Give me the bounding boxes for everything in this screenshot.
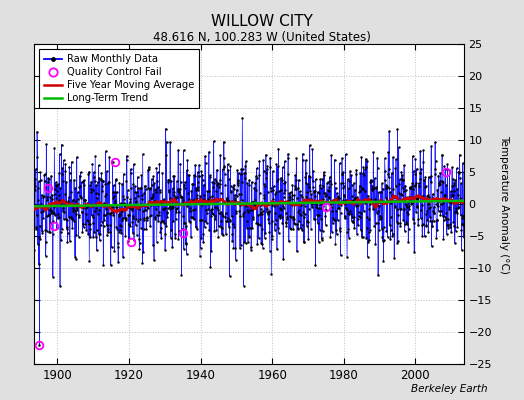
Text: Berkeley Earth: Berkeley Earth bbox=[411, 384, 487, 394]
Y-axis label: Temperature Anomaly (°C): Temperature Anomaly (°C) bbox=[499, 134, 509, 274]
Text: 48.616 N, 100.283 W (United States): 48.616 N, 100.283 W (United States) bbox=[153, 31, 371, 44]
Legend: Raw Monthly Data, Quality Control Fail, Five Year Moving Average, Long-Term Tren: Raw Monthly Data, Quality Control Fail, … bbox=[39, 49, 200, 108]
Text: WILLOW CITY: WILLOW CITY bbox=[211, 14, 313, 29]
